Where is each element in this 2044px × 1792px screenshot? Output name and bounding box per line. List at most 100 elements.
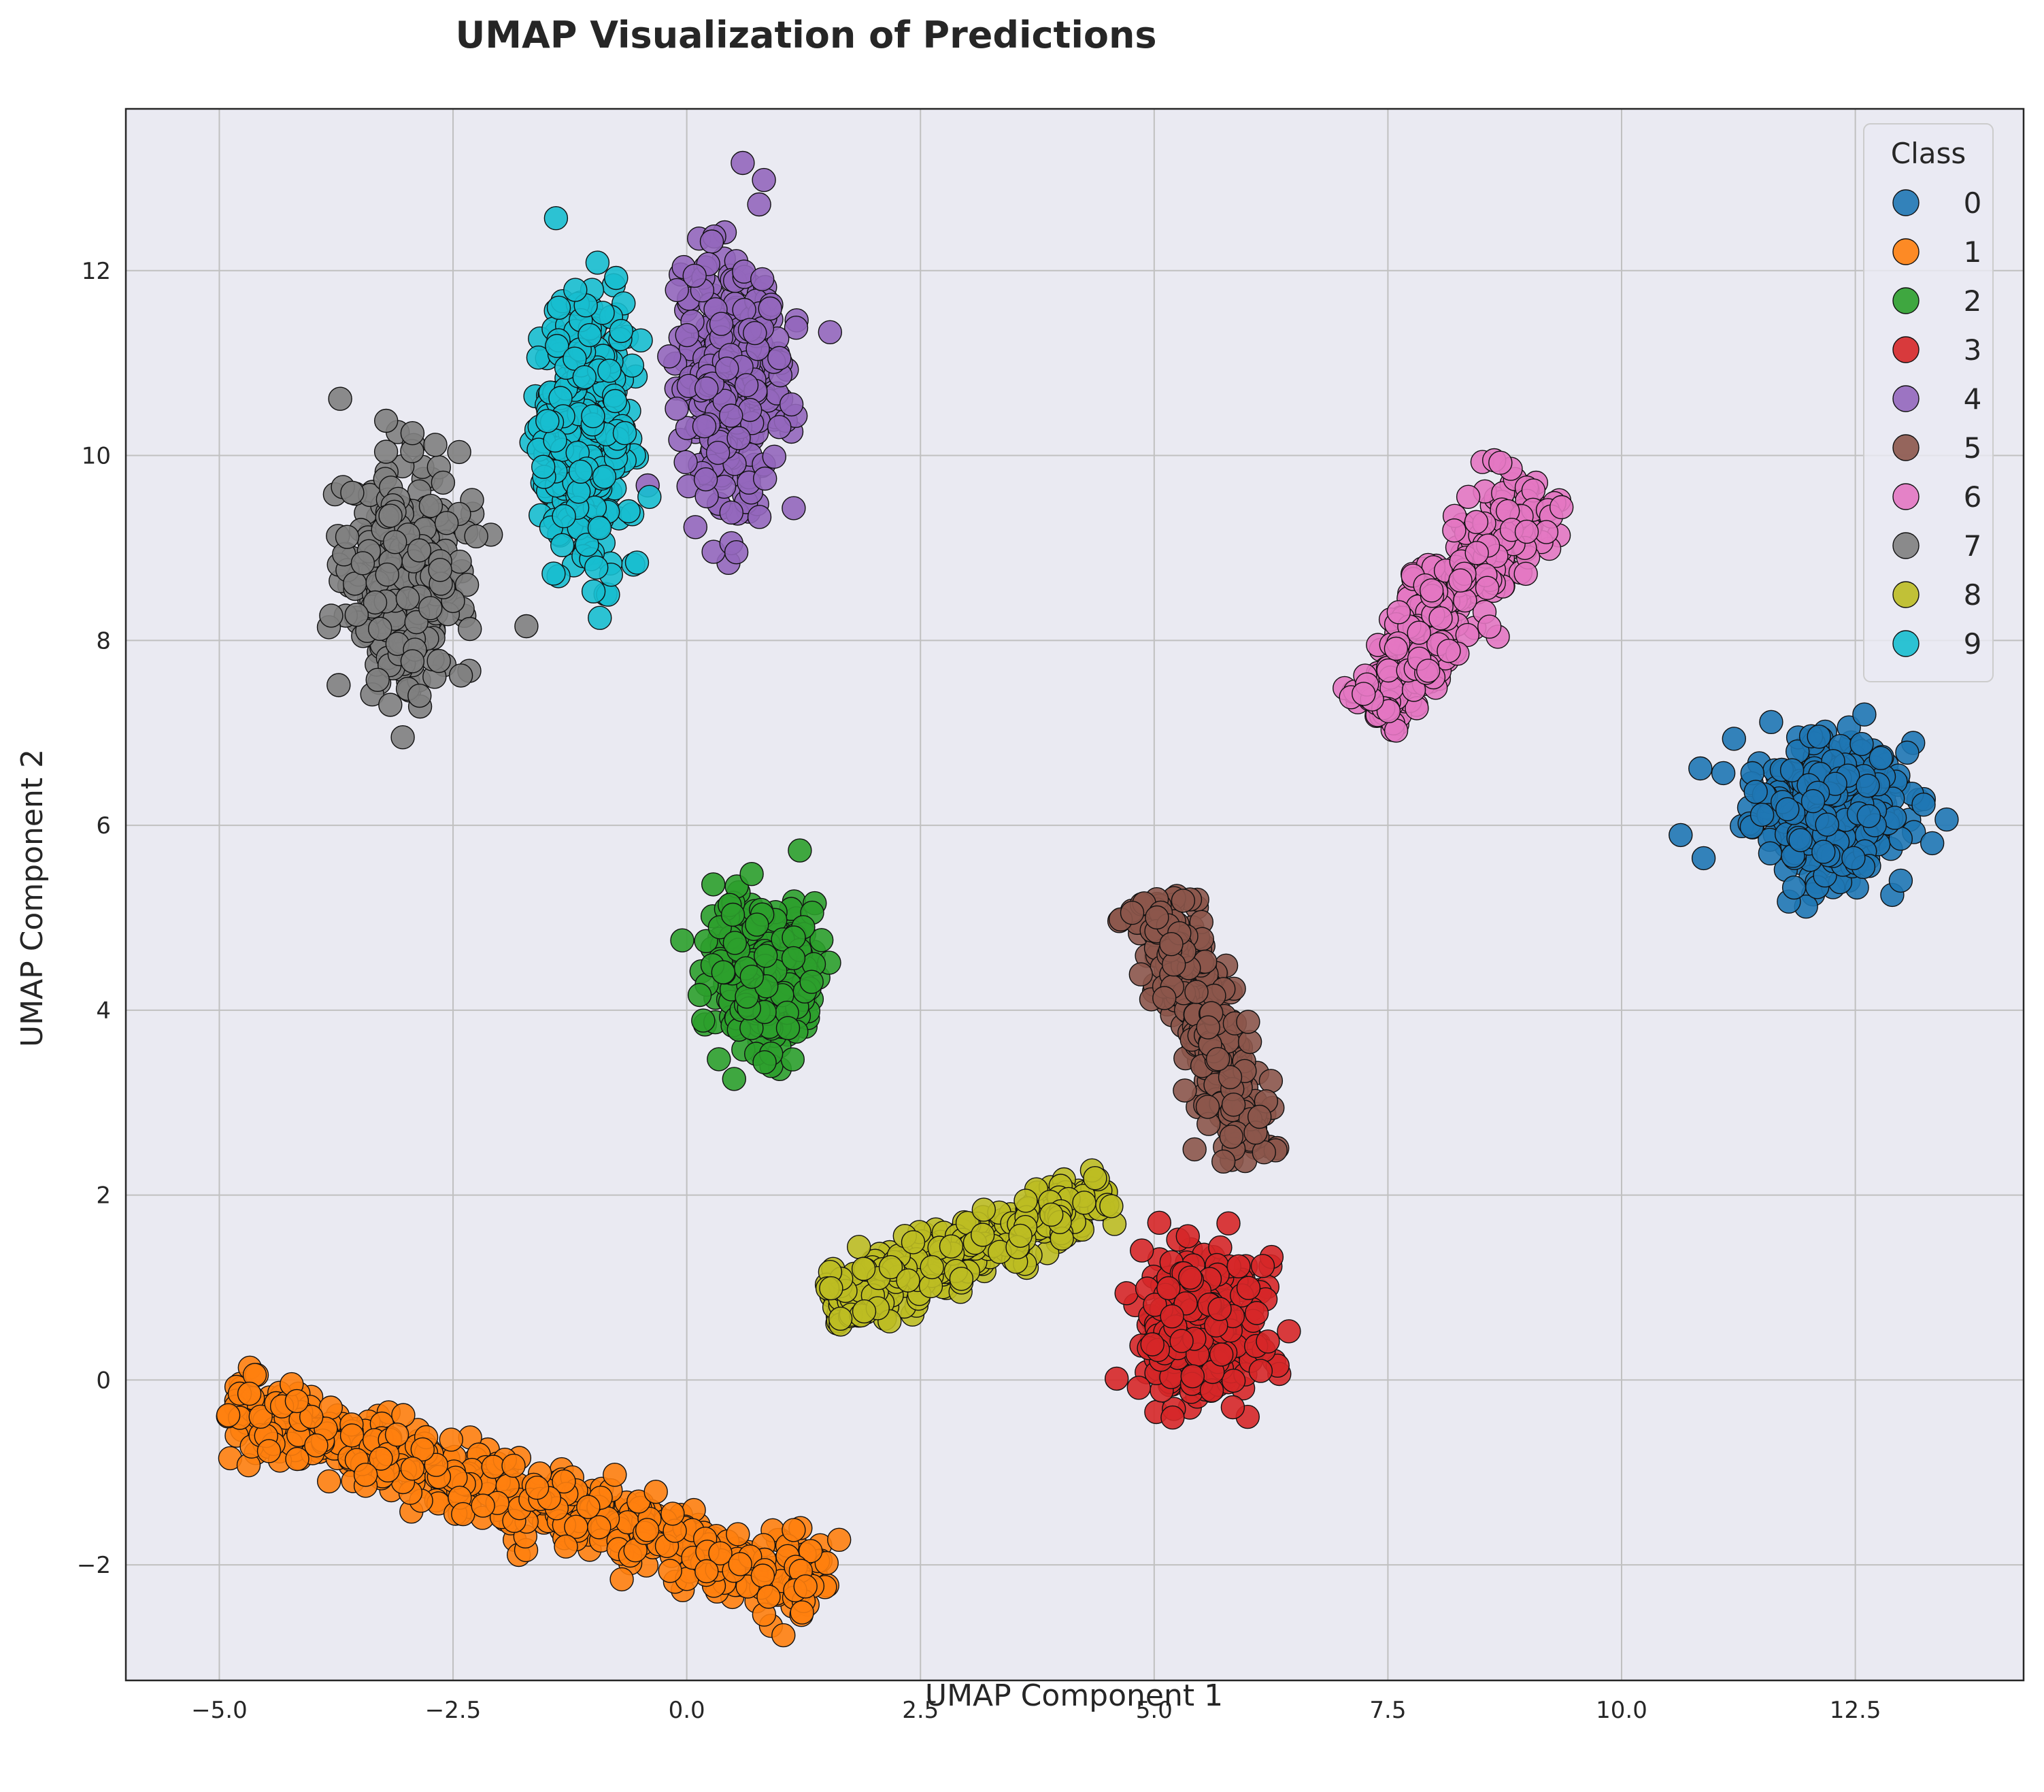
point-class-9 [563, 278, 588, 302]
point-class-0 [1856, 803, 1881, 829]
point-class-1 [481, 1455, 505, 1479]
point-class-5 [1145, 905, 1169, 930]
legend-label: 8 [1964, 578, 1982, 612]
point-class-7 [328, 386, 352, 411]
point-class-4 [752, 167, 776, 193]
x-tick-label: 2.5 [902, 1697, 939, 1724]
point-class-1 [793, 1574, 818, 1599]
point-class-3 [1143, 1293, 1167, 1317]
point-class-7 [319, 603, 344, 628]
y-axis-ticks: −2 0 2 4 6 8 10 12 [77, 258, 111, 1579]
point-class-2 [739, 861, 764, 886]
x-axis-ticks: −5.0 −2.5 0.0 2.5 5.0 7.5 10.0 12.5 [191, 1697, 1881, 1724]
point-class-0 [1888, 868, 1913, 893]
point-class-2 [701, 872, 726, 897]
point-class-9 [588, 605, 612, 630]
point-class-9 [568, 459, 593, 484]
point-class-0 [1711, 761, 1736, 786]
point-class-1 [424, 1453, 448, 1477]
legend-label: 6 [1964, 480, 1982, 514]
point-class-8 [878, 1255, 903, 1280]
point-class-4 [758, 296, 782, 321]
point-class-0 [1911, 792, 1936, 817]
point-class-1 [609, 1567, 634, 1592]
point-class-8 [1039, 1202, 1064, 1227]
legend-marker [1892, 238, 1920, 265]
point-class-5 [1219, 1125, 1244, 1149]
point-class-5 [1159, 931, 1184, 957]
y-tick-label: 12 [82, 258, 111, 285]
point-class-0 [1895, 740, 1920, 765]
point-class-3 [1209, 1342, 1234, 1367]
point-class-7 [418, 493, 443, 518]
point-class-2 [780, 1047, 805, 1072]
point-class-9 [603, 388, 627, 414]
point-class-9 [616, 499, 641, 524]
point-class-7 [335, 525, 360, 549]
point-class-1 [501, 1453, 526, 1478]
point-class-4 [673, 450, 698, 474]
point-class-0 [1781, 875, 1807, 900]
point-class-6 [1442, 518, 1467, 543]
point-class-3 [1277, 1319, 1301, 1344]
point-class-6 [1428, 606, 1453, 631]
y-tick-label: 0 [96, 1367, 111, 1394]
point-class-8 [828, 1306, 853, 1331]
point-class-0 [1852, 702, 1877, 727]
point-class-3 [1216, 1211, 1241, 1235]
point-class-1 [782, 1518, 806, 1542]
point-class-7 [464, 524, 488, 548]
legend-label: 9 [1964, 627, 1982, 661]
point-class-3 [1221, 1368, 1246, 1393]
point-class-8 [970, 1223, 995, 1247]
point-class-3 [1140, 1332, 1165, 1357]
point-class-9 [535, 409, 560, 433]
point-class-9 [531, 454, 556, 479]
point-class-8 [971, 1197, 996, 1222]
point-class-3 [1248, 1359, 1273, 1383]
legend-label: 3 [1964, 333, 1982, 367]
point-class-3 [1160, 1405, 1185, 1430]
point-class-1 [237, 1381, 262, 1406]
point-class-6 [1407, 620, 1431, 645]
point-class-8 [1013, 1189, 1038, 1213]
point-class-9 [567, 480, 591, 504]
point-class-6 [1475, 576, 1500, 600]
point-class-9 [552, 504, 576, 529]
point-class-4 [782, 496, 806, 520]
point-class-7 [400, 421, 425, 446]
x-tick-label: 12.5 [1830, 1697, 1881, 1724]
point-class-2 [691, 1008, 716, 1033]
point-class-5 [1171, 889, 1196, 913]
point-class-7 [434, 511, 459, 535]
point-class-2 [722, 1067, 747, 1091]
point-class-4 [779, 392, 804, 417]
point-class-6 [1437, 639, 1461, 663]
point-class-9 [546, 295, 571, 320]
point-class-1 [756, 1584, 781, 1609]
point-class-4 [732, 297, 756, 322]
point-class-3 [1226, 1254, 1251, 1279]
point-class-9 [585, 250, 610, 275]
legend-marker [1892, 630, 1920, 657]
point-class-3 [1126, 1376, 1152, 1400]
point-class-5 [1120, 900, 1145, 925]
point-class-1 [285, 1446, 309, 1472]
point-class-0 [1869, 746, 1893, 771]
point-class-1 [798, 1539, 823, 1563]
point-class-5 [1218, 1065, 1243, 1090]
point-class-7 [350, 551, 375, 576]
point-class-9 [609, 318, 633, 344]
point-class-4 [784, 316, 809, 340]
legend-label: 2 [1964, 284, 1982, 318]
y-axis-label: UMAP Component 2 [15, 749, 50, 1047]
point-class-3 [1156, 1276, 1181, 1301]
point-class-9 [550, 533, 575, 557]
point-class-1 [660, 1501, 685, 1526]
point-class-9 [612, 420, 637, 446]
point-class-6 [1448, 568, 1473, 593]
point-class-4 [762, 444, 787, 469]
point-class-7 [378, 503, 403, 528]
point-class-4 [818, 320, 843, 344]
point-class-2 [752, 1050, 777, 1075]
